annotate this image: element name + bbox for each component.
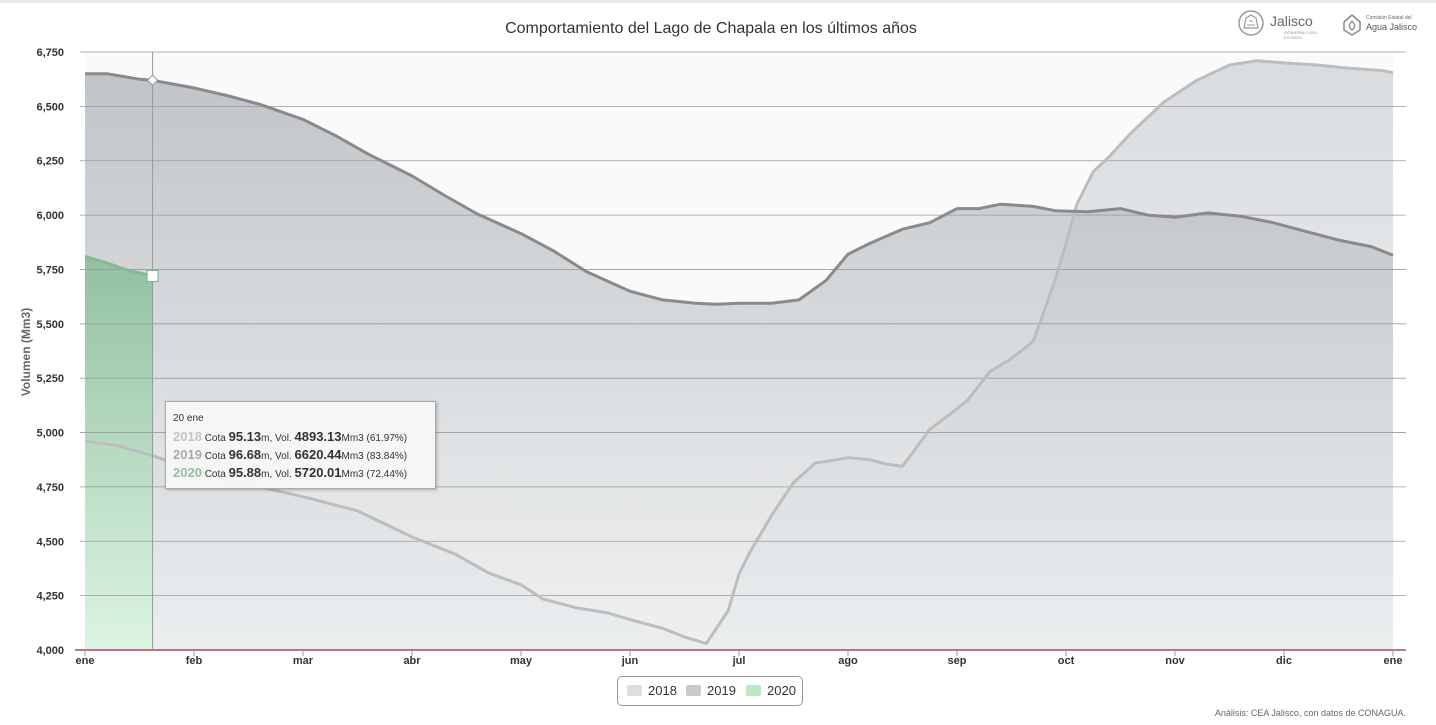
legend-item-2018[interactable]: 2018 [627, 684, 677, 700]
y-tick-label: 5,250 [36, 373, 64, 385]
tooltip-pct: (72.44%) [366, 469, 408, 480]
jalisco-seal-icon [1238, 10, 1264, 36]
axes: 4,000 4,250 4,500 4,750 5,000 5,250 5,500 5,750… [36, 47, 1406, 667]
series-areas [85, 60, 1393, 650]
tooltip-row-2020: 2020 Cota 95.88m, Vol. 5720.01Mm3 (72.44… [173, 465, 407, 480]
tooltip-date: 20 ene [173, 413, 204, 424]
legend-label-2020: 2020 [767, 683, 796, 698]
tooltip-cota-label: Cota [204, 469, 226, 480]
y-tick-label: 4,500 [36, 536, 64, 548]
tooltip-cota-unit: m, Vol. [261, 469, 292, 480]
legend-item-2020[interactable]: 2020 [746, 684, 796, 700]
x-tick-label: jul [732, 655, 746, 667]
tooltip-cota: 96.68 [228, 447, 262, 462]
jalisco-logo: Jalisco GOBIERNO DEL ESTADO [1236, 8, 1332, 40]
x-tick-label: mar [293, 655, 314, 667]
legend-label-2018: 2018 [648, 683, 677, 698]
x-tick-label: sep [948, 655, 967, 667]
series-line-2019 [85, 72, 1394, 306]
marker-2019 [146, 74, 159, 86]
cea-logo-line2: Agua Jalisco [1366, 22, 1418, 32]
tooltip-year: 2019 [173, 447, 202, 462]
tooltip-vol: 5720.01 [294, 465, 342, 480]
y-tick-label: 6,750 [36, 47, 64, 59]
area-2020 [85, 256, 153, 650]
tooltip-cota: 95.88 [228, 465, 262, 480]
y-tick-label: 4,750 [36, 482, 64, 494]
tooltip-row-2019: 2019 Cota 96.68m, Vol. 6620.44Mm3 (83.84… [173, 447, 407, 462]
jalisco-logo-subtext: GOBIERNO DEL ESTADO [1284, 30, 1318, 40]
tooltip-vol-unit: Mm3 [341, 433, 364, 444]
jalisco-logo-text: Jalisco [1270, 13, 1313, 29]
series-line-2018 [84, 59, 1394, 645]
marker-2020 [146, 269, 159, 283]
tooltip-vol: 6620.44 [294, 447, 342, 462]
y-tick-label: 6,500 [36, 101, 64, 113]
tooltip-cota-unit: m, Vol. [261, 451, 292, 462]
chart-title: Comportamiento del Lago de Chapala en lo… [505, 20, 917, 37]
top-border [0, 0, 1436, 3]
water-drop-icon [1343, 14, 1361, 36]
hover-markers [146, 52, 159, 650]
tooltip-pct: (61.97%) [366, 433, 408, 444]
data-credit: Análisis: CEA Jalisco, con datos de CONA… [1214, 708, 1406, 718]
y-tick-label: 5,000 [36, 428, 64, 440]
cea-logo-line1: Comisión Estatal del [1366, 15, 1412, 21]
y-tick-label: 4,000 [36, 645, 64, 657]
x-tick-label: abr [403, 655, 421, 667]
x-tick-label: nov [1165, 655, 1185, 667]
x-tick-label: jun [621, 655, 639, 667]
tooltip-vol: 4893.13 [294, 429, 342, 444]
data-tooltip: 20 ene 2018 Cota 95.13m, Vol. 4893.13Mm3… [165, 401, 436, 489]
legend-item-2019[interactable]: 2019 [686, 684, 736, 700]
x-tick-label: ene [1384, 655, 1403, 667]
y-tick-label: 5,500 [36, 319, 64, 331]
series-lines [84, 59, 1394, 645]
tooltip-row-2018: 2018 Cota 95.13m, Vol. 4893.13Mm3 (61.97… [173, 429, 407, 444]
y-tick-label: 4,250 [36, 591, 64, 603]
legend-swatch-2019 [686, 685, 701, 696]
legend-label-2019: 2019 [707, 683, 736, 698]
cea-logo: Comisión Estatal del Agua Jalisco [1342, 14, 1426, 36]
x-tick-label: dic [1276, 655, 1292, 667]
y-tick-label: 5,750 [36, 264, 64, 276]
area-2019 [85, 73, 1393, 650]
tooltip-cota-label: Cota [204, 451, 226, 462]
x-tick-label: feb [186, 655, 203, 667]
y-tick-label: 6,000 [36, 210, 64, 222]
tooltip-cota: 95.13 [228, 429, 262, 444]
tooltip-vol-unit: Mm3 [341, 451, 364, 462]
series-line-2020 [84, 254, 153, 278]
x-tick-label: ene [76, 655, 95, 667]
x-tick-label: oct [1058, 655, 1075, 667]
tooltip-vol-unit: Mm3 [341, 469, 364, 480]
x-tick-label: ago [838, 655, 858, 667]
tooltip-pct: (83.84%) [366, 451, 408, 462]
tooltip-year: 2018 [173, 429, 202, 444]
tooltip-cota-unit: m, Vol. [261, 433, 292, 444]
chart-legend: 2018 2019 2020 [617, 676, 803, 706]
y-axis-label: Volumen (Mm3) [19, 308, 33, 396]
legend-swatch-2018 [627, 685, 642, 696]
x-tick-label: may [510, 655, 533, 667]
tooltip-cota-label: Cota [204, 433, 226, 444]
y-tick-label: 6,250 [36, 156, 64, 168]
tooltip-year: 2020 [173, 465, 202, 480]
legend-swatch-2020 [746, 685, 761, 696]
